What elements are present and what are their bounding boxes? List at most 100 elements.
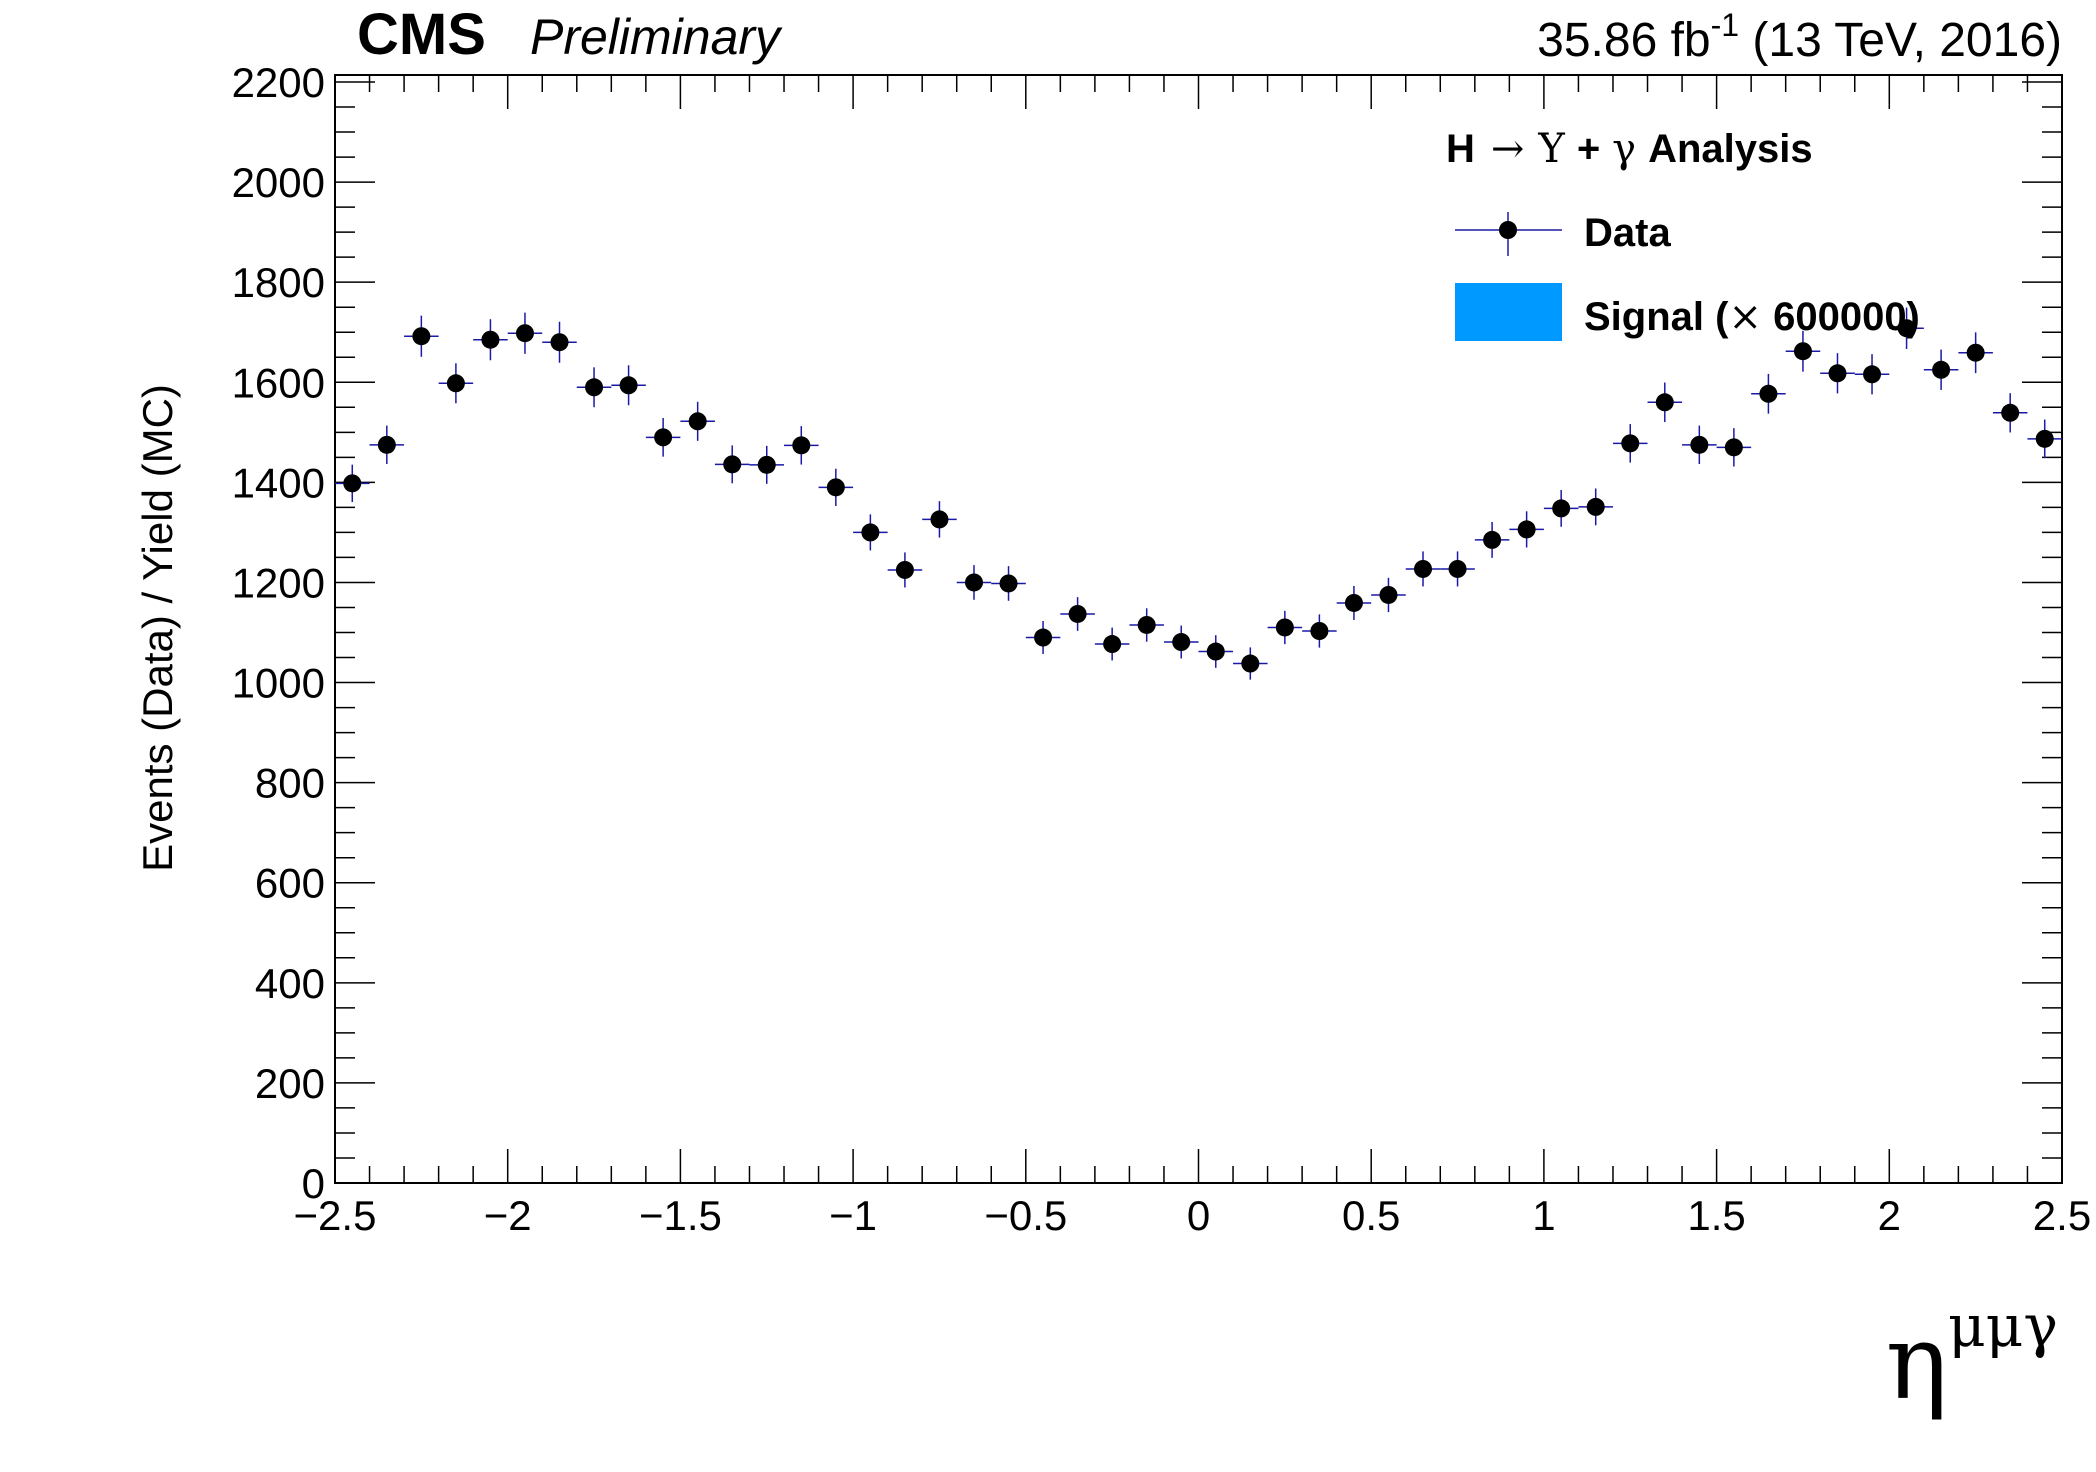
y-tick-label: 0 — [302, 1160, 325, 1207]
data-point — [1578, 488, 1613, 526]
data-point — [1336, 585, 1372, 621]
preliminary-label: Preliminary — [530, 9, 783, 65]
data-point — [1992, 393, 2028, 433]
x-tick-label: 0 — [1187, 1192, 1210, 1239]
data-marker — [1828, 364, 1847, 383]
y-tick-label: 2000 — [232, 159, 325, 206]
data-marker — [1379, 585, 1398, 604]
data-point — [1647, 382, 1683, 423]
y-tick-label: 2200 — [232, 59, 325, 106]
data-point — [1371, 577, 1406, 613]
x-tick-label: 2 — [1878, 1192, 1901, 1239]
data-marker — [792, 436, 811, 455]
data-marker — [1863, 365, 1882, 384]
data-marker — [1552, 499, 1571, 518]
x-tick-label: −1 — [829, 1192, 877, 1239]
y-axis-title: Events (Data) / Yield (MC) — [134, 384, 181, 872]
data-marker — [964, 573, 983, 592]
data-marker — [688, 412, 707, 431]
data-point — [1129, 608, 1164, 642]
data-point — [818, 468, 854, 507]
y-axis-ticks — [335, 81, 2062, 1184]
luminosity-label: 35.86 fb-1 (13 TeV, 2016) — [1537, 7, 2062, 67]
luminosity-energy: (13 TeV, 2016) — [1739, 14, 2062, 67]
legend-signal-label: Signal (× 600000) — [1584, 294, 1920, 340]
data-marker — [930, 510, 949, 529]
y-tick-label: 400 — [255, 960, 325, 1007]
data-marker — [1068, 604, 1087, 623]
data-point — [1820, 353, 1855, 394]
data-marker — [619, 376, 638, 395]
data-point — [680, 401, 715, 441]
data-marker — [1172, 633, 1191, 652]
x-tick-label: 1 — [1532, 1192, 1555, 1239]
data-marker — [1793, 342, 1812, 361]
data-marker — [757, 455, 776, 474]
data-point — [1474, 521, 1510, 558]
data-marker — [826, 478, 845, 497]
data-point — [369, 425, 405, 465]
y-axis-tick-labels: 0 200 400 600 800 1000 1200 1400 1600 1800 2000 220… — [232, 59, 325, 1207]
data-point — [611, 365, 646, 406]
x-tick-label: 1.5 — [1687, 1192, 1745, 1239]
data-marker — [1034, 628, 1053, 647]
data-marker — [1517, 520, 1536, 539]
data-point — [1094, 627, 1130, 661]
legend-title-rest: Analysis — [1648, 127, 1813, 171]
legend-title-arrow: → — [1491, 126, 1525, 172]
data-marker — [2035, 429, 2054, 448]
y-tick-label: 1400 — [232, 459, 325, 506]
data-marker — [1724, 438, 1743, 457]
x-tick-label: 2.5 — [2033, 1192, 2091, 1239]
data-marker — [481, 330, 500, 349]
data-marker — [723, 455, 742, 474]
x-axis-title: ημμγ — [1886, 1292, 2058, 1423]
data-point — [714, 445, 750, 484]
y-tick-label: 800 — [255, 760, 325, 807]
y-tick-label: 1600 — [232, 359, 325, 406]
legend-title-plus: + — [1577, 127, 1600, 171]
legend-signal-label-times: × — [1728, 294, 1762, 340]
data-marker — [515, 324, 534, 343]
data-point — [1854, 354, 1890, 395]
data-point — [1612, 424, 1648, 463]
x-tick-label: −2.5 — [294, 1192, 377, 1239]
x-tick-label: 0.5 — [1342, 1192, 1400, 1239]
data-marker — [1241, 654, 1260, 673]
data-marker — [1344, 593, 1363, 612]
data-point — [645, 418, 681, 457]
data-point — [1785, 330, 1821, 372]
x-axis-tick-labels: −2.5 −2 −1.5 −1 −0.5 0 0.5 1 1.5 2 2.5 — [294, 1192, 2092, 1239]
data-point — [922, 501, 957, 538]
legend-signal-swatch — [1455, 283, 1562, 341]
data-point — [887, 552, 923, 588]
cms-label: CMS — [357, 2, 486, 67]
data-marker — [2001, 403, 2020, 422]
data-marker — [654, 428, 673, 447]
x-tick-label: −0.5 — [984, 1192, 1067, 1239]
data-marker — [446, 374, 465, 393]
data-marker — [1103, 635, 1122, 654]
legend-title: H → Υ + γ Analysis — [1446, 126, 1813, 172]
data-point — [1163, 625, 1199, 659]
plot-frame — [334, 74, 2063, 1184]
data-point — [542, 321, 577, 363]
legend-title-upsilon: Υ — [1537, 126, 1565, 172]
data-marker — [412, 327, 431, 346]
data-marker — [343, 474, 362, 493]
luminosity-value: 35.86 fb — [1537, 14, 1710, 67]
data-marker — [1897, 319, 1916, 338]
data-point — [1716, 428, 1752, 467]
data-marker — [1932, 360, 1951, 379]
data-marker — [1759, 384, 1778, 403]
y-tick-label: 600 — [255, 860, 325, 907]
data-point — [2027, 419, 2062, 459]
data-point — [1233, 647, 1268, 680]
data-marker — [585, 378, 604, 397]
data-point — [1405, 551, 1441, 587]
data-series — [335, 307, 2062, 680]
legend-data-label: Data — [1584, 211, 1671, 255]
data-point — [1543, 490, 1579, 527]
x-tick-label: −1.5 — [639, 1192, 722, 1239]
data-point — [1751, 373, 1786, 414]
